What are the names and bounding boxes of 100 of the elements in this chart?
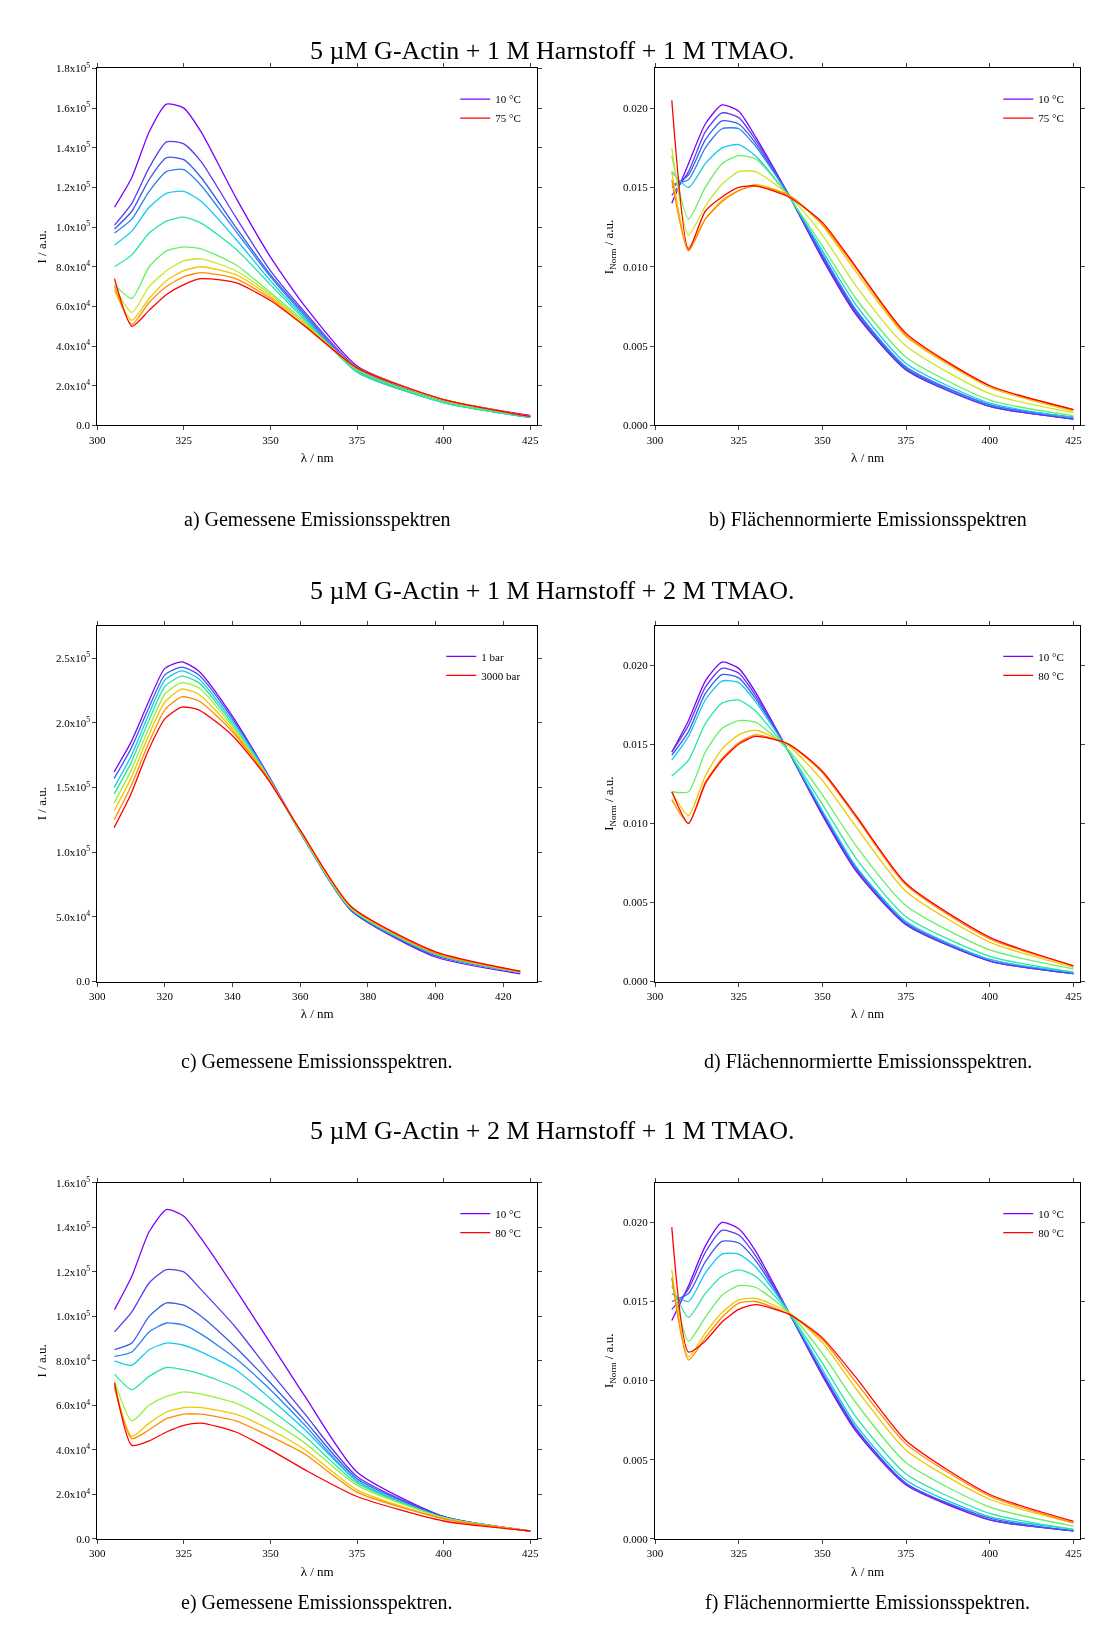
x-tick-label: 400 <box>435 1546 453 1559</box>
legend-label: 80 °C <box>1038 1226 1064 1239</box>
x-axis-title: λ / nm <box>300 450 334 466</box>
y-tick-label: 1.6x10$^{5}$ <box>55 100 91 114</box>
x-tick-label: 425 <box>1065 1546 1083 1559</box>
x-tick-label: 400 <box>435 433 453 446</box>
y-axis-title: I / a.u. <box>33 230 49 264</box>
y-tick-label: 2.0x10$^{5}$ <box>55 714 91 729</box>
x-tick-label: 360 <box>291 989 309 1002</box>
x-tick-label: 375 <box>348 1546 366 1559</box>
x-tick-label: 400 <box>981 989 999 1002</box>
x-tick-label: 300 <box>88 433 106 446</box>
y-tick-label: 0.0 <box>76 975 91 988</box>
x-tick-label: 425 <box>521 433 539 446</box>
y-tick-label: 0.010 <box>623 260 649 273</box>
x-tick-label: 350 <box>814 989 832 1002</box>
x-tick-label: 325 <box>730 433 748 446</box>
x-tick-label: 425 <box>521 1546 539 1559</box>
x-tick-label: 325 <box>730 989 748 1002</box>
legend-label: 10 °C <box>1038 1207 1064 1220</box>
x-tick-label: 350 <box>262 433 280 446</box>
y-tick-label: 0.000 <box>623 975 649 988</box>
x-axis-title: λ / nm <box>851 450 885 466</box>
legend-label: 80 °C <box>495 1226 521 1239</box>
y-tick-label: 0.015 <box>623 738 649 751</box>
y-tick-label: 0.005 <box>623 1453 649 1466</box>
y-tick-label: 1.6x10$^{5}$ <box>55 1175 91 1189</box>
legend-label: 75 °C <box>495 112 521 125</box>
x-tick-label: 375 <box>897 1546 915 1559</box>
y-tick-label: 0.010 <box>623 817 649 830</box>
x-tick-label: 340 <box>224 989 242 1002</box>
y-tick-label: 0.010 <box>623 1374 649 1387</box>
y-tick-label: 1.0x10$^{5}$ <box>55 844 91 859</box>
text: e) Gemessene Emissionsspektren. <box>181 1591 453 1614</box>
x-tick-label: 300 <box>646 433 664 446</box>
y-tick-label: 0.015 <box>623 181 649 194</box>
y-tick-label: 0.020 <box>623 1216 649 1229</box>
y-tick-label: 0.015 <box>623 1295 649 1308</box>
y-tick-label: 1.2x10$^{5}$ <box>55 179 91 194</box>
y-tick-label: 1.2x10$^{5}$ <box>55 1264 91 1278</box>
x-tick-label: 300 <box>646 989 664 1002</box>
y-tick-label: 6.0x10$^{4}$ <box>55 298 91 313</box>
chart-title: 5 µM G-Actin + 1 M Harnstoff + 1 M TMAO. <box>310 36 795 65</box>
y-tick-label: 0.000 <box>623 419 649 432</box>
chart-title: 5 µM G-Actin + 2 M Harnstoff + 1 M TMAO. <box>310 1116 795 1145</box>
x-tick-label: 400 <box>981 1546 999 1559</box>
text: b) Flächennormierte Emissionsspektren <box>709 508 1027 531</box>
text: d) Flächennormiertte Emissionsspektren. <box>704 1050 1033 1073</box>
y-axis-title: I / a.u. <box>33 1344 49 1378</box>
y-tick-label: 1.8x10$^{5}$ <box>55 60 91 75</box>
x-tick-label: 350 <box>262 1546 280 1559</box>
x-tick-label: 300 <box>646 1546 664 1559</box>
y-tick-label: 0.000 <box>623 1532 649 1545</box>
legend-label: 1 bar <box>481 650 504 663</box>
y-tick-label: 1.5x10$^{5}$ <box>55 779 91 794</box>
y-tick-label: 0.0 <box>76 419 91 432</box>
x-tick-label: 300 <box>88 989 106 1002</box>
x-tick-label: 350 <box>814 1546 832 1559</box>
text: f) Flächennormiertte Emissionsspektren. <box>705 1591 1030 1614</box>
y-axis-title: I / a.u. <box>33 787 49 821</box>
y-tick-label: 0.005 <box>623 896 649 909</box>
legend-label: 10 °C <box>495 93 521 106</box>
y-tick-label: 0.020 <box>623 101 649 114</box>
x-tick-label: 380 <box>359 989 377 1002</box>
x-axis-title: λ / nm <box>851 1006 885 1022</box>
y-tick-label: 2.5x10$^{5}$ <box>55 650 91 664</box>
x-tick-label: 325 <box>730 1546 748 1559</box>
x-tick-label: 350 <box>814 433 832 446</box>
x-tick-label: 400 <box>427 989 445 1002</box>
legend-label: 10 °C <box>495 1207 521 1220</box>
y-tick-label: 4.0x10$^{4}$ <box>55 1442 91 1456</box>
x-tick-label: 375 <box>897 433 915 446</box>
x-tick-label: 400 <box>981 433 999 446</box>
y-tick-label: 5.0x10$^{4}$ <box>55 909 91 923</box>
y-tick-label: 2.0x10$^{4}$ <box>55 377 91 392</box>
y-tick-label: 0.0 <box>76 1532 91 1545</box>
y-tick-label: 6.0x10$^{4}$ <box>55 1397 91 1412</box>
x-tick-label: 425 <box>1065 989 1083 1002</box>
x-axis-title: λ / nm <box>300 1563 334 1579</box>
y-tick-label: 0.020 <box>623 659 649 672</box>
y-tick-label: 8.0x10$^{4}$ <box>55 1353 91 1367</box>
chart-title: 5 µM G-Actin + 1 M Harnstoff + 2 M TMAO. <box>310 576 795 605</box>
x-tick-label: 325 <box>175 433 193 446</box>
x-tick-label: 375 <box>897 989 915 1002</box>
legend-label: 10 °C <box>1038 650 1064 663</box>
y-tick-label: 4.0x10$^{4}$ <box>55 338 91 352</box>
x-tick-label: 375 <box>348 433 366 446</box>
y-tick-label: 1.4x10$^{5}$ <box>55 140 91 154</box>
y-tick-label: 1.4x10$^{5}$ <box>55 1219 91 1234</box>
y-tick-label: 8.0x10$^{4}$ <box>55 259 91 273</box>
x-tick-label: 425 <box>1065 433 1083 446</box>
legend-label: 80 °C <box>1038 669 1064 682</box>
x-tick-label: 420 <box>495 989 513 1002</box>
y-tick-label: 1.0x10$^{5}$ <box>55 1308 91 1323</box>
legend-label: 75 °C <box>1038 112 1064 125</box>
x-tick-label: 325 <box>175 1546 193 1559</box>
text: a) Gemessene Emissionsspektren <box>184 508 451 531</box>
legend-label: 10 °C <box>1038 93 1064 106</box>
x-axis-title: λ / nm <box>300 1006 334 1022</box>
y-tick-label: 1.0x10$^{5}$ <box>55 219 91 233</box>
